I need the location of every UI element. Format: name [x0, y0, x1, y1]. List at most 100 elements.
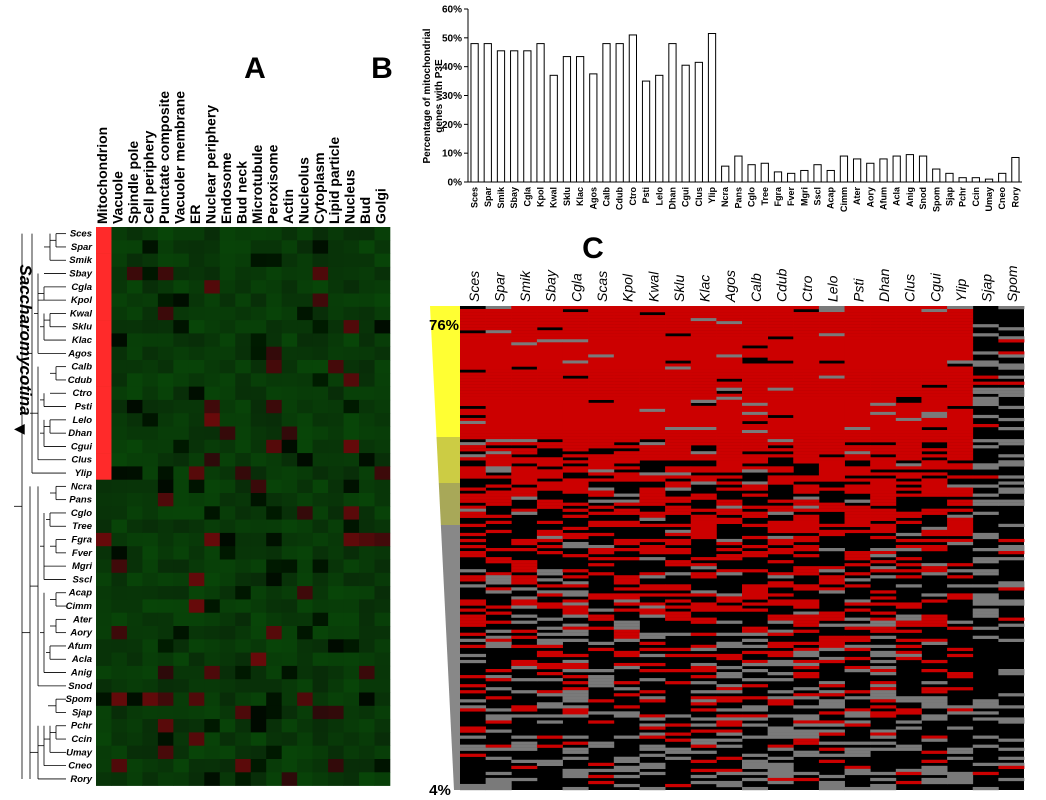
- heatmap-c-cell: [742, 551, 769, 555]
- heatmap-c-cell: [460, 321, 487, 325]
- heatmap-cell: [111, 333, 128, 347]
- heatmap-c-cell: [485, 360, 512, 364]
- heatmap-c-cell: [485, 427, 512, 431]
- heatmap-c-cell: [895, 475, 922, 479]
- heatmap-c-cell: [998, 756, 1025, 760]
- heatmap-cell: [297, 772, 313, 786]
- heatmap-c-cell: [460, 393, 487, 397]
- heatmap-c-cell: [536, 387, 563, 391]
- heatmap-cell: [312, 586, 329, 600]
- heatmap-c-cell: [998, 599, 1025, 603]
- heatmap-c-cell: [460, 430, 487, 434]
- heatmap-c-cell: [895, 720, 922, 724]
- heatmap-c-cell: [818, 699, 845, 703]
- heatmap-c-cell: [536, 475, 563, 479]
- heatmap-c-cell: [511, 324, 538, 328]
- heatmap-c-cell: [639, 309, 666, 313]
- heatmap-cell: [126, 240, 143, 254]
- heatmap-c-cell: [613, 378, 640, 382]
- heatmap-c-cell: [613, 333, 640, 337]
- heatmap-c-cell: [716, 723, 743, 727]
- heatmap-c-cell: [895, 448, 922, 452]
- heatmap-c-cell: [511, 541, 538, 546]
- heatmap-c-cell: [844, 669, 871, 673]
- heatmap-c-cell: [947, 369, 974, 373]
- heatmap-cell: [235, 572, 252, 587]
- heatmap-c-cell: [485, 669, 512, 673]
- heatmap-c-cell: [716, 408, 743, 413]
- heatmap-c-cell: [511, 490, 538, 494]
- heatmap-c-cell: [588, 669, 615, 673]
- heatmap-cell: [328, 719, 344, 733]
- heatmap-c-cell: [793, 387, 820, 391]
- heatmap-c-cell: [947, 517, 974, 521]
- heatmap-cell: [250, 453, 267, 467]
- heatmap-c-cell: [844, 312, 871, 316]
- heatmap-c-cell: [460, 408, 487, 413]
- heatmap-cell: [343, 559, 360, 574]
- heatmap-c-cell: [460, 532, 487, 537]
- heatmap-cell: [111, 692, 128, 707]
- heatmap-c-cell: [562, 484, 589, 488]
- heatmap-c-cell: [665, 321, 692, 325]
- heatmap-cell: [312, 705, 329, 720]
- heatmap-c-cell: [998, 587, 1025, 591]
- heatmap-c-cell: [818, 393, 845, 397]
- heatmap-cell: [297, 479, 313, 494]
- heatmap-c-cell: [767, 318, 794, 322]
- heatmap-c-cell: [716, 596, 743, 600]
- heatmap-c-cell: [716, 430, 743, 434]
- heatmap-c-cell: [562, 532, 589, 537]
- heatmap-c-cell: [972, 499, 999, 503]
- heatmap-c-cell: [460, 427, 487, 431]
- heatmap-c-cell: [588, 478, 615, 482]
- heatmap-c-cell: [947, 620, 974, 624]
- heatmap-c-cell: [870, 390, 897, 394]
- heatmap-c-cell: [536, 321, 563, 325]
- heatmap-cell: [250, 679, 267, 693]
- heatmap-c-cell: [870, 408, 897, 413]
- heatmap-cell: [188, 333, 205, 347]
- heatmap-c-cell: [742, 644, 769, 649]
- heatmap-c-cell: [562, 599, 589, 603]
- heatmap-cell: [111, 745, 128, 760]
- bar: [536, 43, 545, 183]
- heatmap-c-cell: [793, 369, 820, 373]
- heatmap-cell: [204, 532, 221, 547]
- heatmap-c-cell: [818, 417, 845, 422]
- heatmap-c-cell: [844, 439, 871, 443]
- heatmap-c-cell: [536, 348, 563, 352]
- heatmap-cell: [126, 532, 143, 547]
- heatmap-c-cell: [485, 581, 512, 585]
- heatmap-c-cell: [818, 469, 845, 473]
- heatmap-c-cell: [588, 309, 615, 313]
- heatmap-c-cell: [562, 681, 589, 685]
- heatmap-cell: [96, 546, 112, 560]
- heatmap-c-cell: [613, 626, 640, 630]
- heatmap-cell: [297, 360, 313, 374]
- heatmap-c-cell: [639, 384, 666, 388]
- heatmap-c-cell: [972, 560, 999, 564]
- heatmap-c-cell: [921, 342, 948, 346]
- heatmap-c-cell: [639, 360, 666, 364]
- heatmap-c-cell: [895, 363, 922, 367]
- heatmap-c-cell: [716, 569, 743, 573]
- bar: [470, 43, 479, 183]
- heatmap-c-cell: [511, 538, 538, 543]
- heatmap-cell: [96, 360, 112, 374]
- heatmap-cell: [219, 280, 236, 294]
- heatmap-c-cell: [665, 669, 692, 673]
- bar: [628, 34, 637, 183]
- heatmap-c-cell: [895, 351, 922, 355]
- heatmap-cell: [359, 612, 375, 627]
- heatmap-c-cell: [485, 448, 512, 452]
- heatmap-cell: [266, 626, 282, 640]
- heatmap-cell: [142, 559, 159, 574]
- heatmap-c-cell: [613, 372, 640, 376]
- species-label: Sklu: [72, 322, 92, 333]
- heatmap-c-cell: [716, 463, 743, 467]
- heatmap-cell: [142, 320, 159, 334]
- heatmap-c-cell: [613, 502, 640, 506]
- heatmap-c-cell: [511, 578, 538, 582]
- heatmap-c-cell: [716, 508, 743, 512]
